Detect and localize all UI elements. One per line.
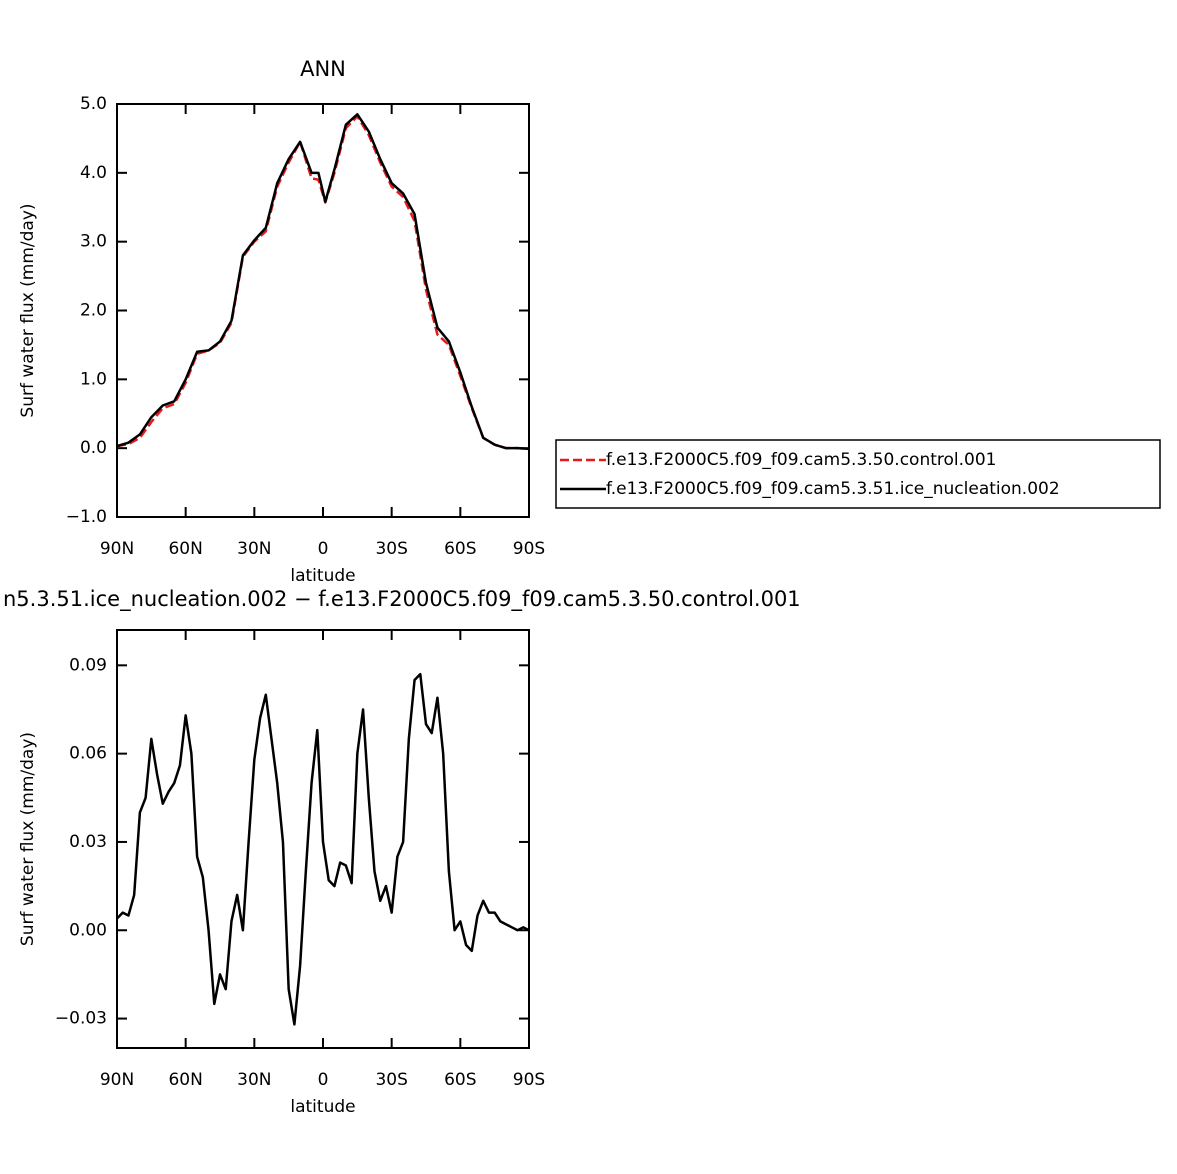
legend-box xyxy=(555,439,1161,509)
y-tick-label: 5.0 xyxy=(80,94,107,114)
y-tick-label: 2.0 xyxy=(80,301,107,321)
data-line xyxy=(116,115,530,451)
x-tick-label: 60S xyxy=(444,539,476,559)
x-tick-label: 60N xyxy=(168,539,202,559)
x-tick-label: 60S xyxy=(444,1070,476,1090)
y-tick-label: 3.0 xyxy=(80,232,107,252)
y-tick-label: 0.09 xyxy=(69,655,107,675)
x-tick-label: 0 xyxy=(318,1070,329,1090)
plot-frame xyxy=(116,103,530,518)
legend-label: f.e13.F2000C5.f09_f09.cam5.3.50.control.… xyxy=(606,450,997,470)
x-tick-label: 90N xyxy=(100,539,134,559)
x-tick-label: 90S xyxy=(513,539,545,559)
legend-label: f.e13.F2000C5.f09_f09.cam5.3.51.ice_nucl… xyxy=(606,479,1060,499)
x-tick-label: 90N xyxy=(100,1070,134,1090)
x-tick-label: 30N xyxy=(237,539,271,559)
y-tick-label: 0.03 xyxy=(69,832,107,852)
chart-title: ANN xyxy=(300,57,346,81)
y-tick-label: 0.0 xyxy=(80,438,107,458)
data-line xyxy=(116,672,530,1026)
x-tick-label: 90S xyxy=(513,1070,545,1090)
x-tick-label: 0 xyxy=(318,539,329,559)
x-tick-label: 60N xyxy=(168,1070,202,1090)
y-tick-label: 0.00 xyxy=(69,920,107,940)
chart-title: n5.3.51.ice_nucleation.002 − f.e13.F2000… xyxy=(3,587,801,612)
y-tick-label: 4.0 xyxy=(80,163,107,183)
y-tick-label: −1.0 xyxy=(66,507,107,527)
y-axis-label: Surf water flux (mm/day) xyxy=(18,203,38,417)
y-tick-label: −0.03 xyxy=(55,1009,107,1029)
y-axis-label: Surf water flux (mm/day) xyxy=(18,732,38,946)
x-tick-label: 30S xyxy=(375,539,407,559)
x-tick-label: 30N xyxy=(237,1070,271,1090)
data-line xyxy=(116,113,530,451)
x-axis-label: latitude xyxy=(290,1097,355,1117)
y-tick-label: 0.06 xyxy=(69,744,107,764)
y-tick-label: 1.0 xyxy=(80,369,107,389)
x-axis-label: latitude xyxy=(290,566,355,586)
plot-frame xyxy=(116,629,530,1049)
x-tick-label: 30S xyxy=(375,1070,407,1090)
